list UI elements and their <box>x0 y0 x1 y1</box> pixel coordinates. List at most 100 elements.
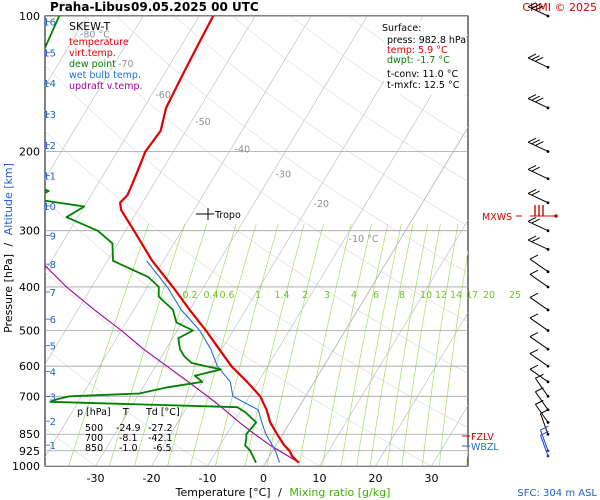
isotherm-line <box>151 16 424 466</box>
temperature-tick-label: -30 <box>87 472 105 485</box>
isotherm-line <box>45 16 312 458</box>
wind-barb-feather <box>529 364 539 370</box>
wind-barb-staff <box>540 429 549 451</box>
mixing-ratio-label: 20 <box>483 290 495 301</box>
wind-barb-feather <box>540 425 549 431</box>
mixing-ratio-line <box>356 224 402 466</box>
wind-barb-point <box>546 285 550 289</box>
isotherm-label: -70 <box>118 59 134 70</box>
isotherm-label: -30 <box>276 169 292 180</box>
wind-barb-point <box>546 229 550 233</box>
wind-barb <box>527 188 550 205</box>
surface-temp: temp: 5.9 °C <box>387 45 448 56</box>
sounding-series <box>45 16 300 464</box>
isotherm-line <box>95 16 368 466</box>
wind-barb-staff <box>529 317 549 331</box>
wind-barb-feather <box>535 141 544 146</box>
temperature-tick-label: 0 <box>260 472 267 485</box>
altitude-tick-label: 3 <box>50 393 56 404</box>
legend-virt-temp: virt.temp. <box>69 48 116 59</box>
mixing-ratio-label: 17 <box>466 290 478 301</box>
wind-barb <box>527 235 550 251</box>
mixing-ratio-labels: 0.2 0.4 0.6 1 1.4 2 3 4 6 8 10 12 14 17 20 25 <box>182 290 521 301</box>
chart-type-label: SKEW-T <box>69 20 111 33</box>
isotherm-line <box>263 126 468 466</box>
wind-barb-staff <box>540 435 549 457</box>
credit-text: CHMI © 2025 <box>522 1 597 14</box>
table-row-td: -27.2 <box>148 423 173 434</box>
series-temperature <box>119 16 300 464</box>
y-axis-separator: / <box>2 242 15 246</box>
x-axis-temperature-label: Temperature [°C] <box>175 486 271 499</box>
pressure-tick-label: 300 <box>19 225 40 238</box>
wind-barb-staff <box>540 413 549 435</box>
mixing-ratio-line <box>466 445 468 466</box>
legend-dew-point: dew point <box>69 59 116 70</box>
wind-barb-staff <box>527 192 549 204</box>
table-row-p: 700 <box>85 433 103 444</box>
pressure-tick-label: 700 <box>19 390 40 403</box>
altitude-tick-label: 6 <box>50 315 56 326</box>
wind-barb-feather <box>531 55 540 61</box>
wind-barb-point <box>546 150 550 153</box>
isotherm-labels: -80 °C -70 -60 -50 -40 -30 -20 -10 °C <box>80 30 379 245</box>
wind-barb-feather <box>527 2 537 8</box>
tropo-label: Tropo <box>214 210 241 221</box>
wind-barb <box>540 425 550 453</box>
wind-barb-feather <box>535 399 544 405</box>
wbzl-label: WBZL <box>471 442 499 453</box>
wind-barb-staff <box>527 98 549 109</box>
wind-barb-feather <box>535 373 544 379</box>
pressure-tick-label: 925 <box>19 445 40 458</box>
wind-barb <box>527 2 550 18</box>
table-header-td: Td [°C] <box>145 407 180 418</box>
surface-dwpt: dwpt: -1.7 °C <box>387 55 450 66</box>
table-row-td: -42.1 <box>148 433 173 444</box>
wind-barb-feather <box>527 137 537 143</box>
altitude-tick-label: 4 <box>50 367 56 378</box>
mixing-ratio-label: 8 <box>399 290 405 301</box>
wind-barb <box>529 292 550 312</box>
wind-barb-point <box>546 270 550 274</box>
mixing-ratio-label: 0.2 <box>182 290 197 301</box>
wind-barb-point <box>546 329 550 332</box>
mixing-ratio-line <box>167 223 237 466</box>
altitude-tick-label: 14 <box>43 79 56 90</box>
wind-barb-feather <box>529 292 539 298</box>
table-row-t: -1.0 <box>119 443 138 454</box>
altitude-tick-label: 12 <box>43 141 56 152</box>
wind-barb-feather <box>529 349 539 354</box>
surface-info: Surface: press: 982.8 hPa temp: 5.9 °C d… <box>382 21 466 95</box>
wind-barb-point <box>546 177 550 181</box>
wind-barb-point <box>546 454 550 458</box>
wind-barb-feather <box>527 188 537 194</box>
altitude-tick-label: 13 <box>43 110 56 121</box>
dry-adiabat <box>173 16 468 227</box>
temperature-tick-label: -10 <box>199 472 217 485</box>
wind-barb-feather <box>535 97 544 103</box>
mixing-ratio-label: 0.6 <box>219 290 234 301</box>
mixing-ratio-line <box>369 224 414 466</box>
mxws-label: MXWS <box>482 212 512 223</box>
wind-barb-feather <box>527 216 537 222</box>
table-row-t: -8.1 <box>119 433 138 444</box>
pressure-tick-label: 500 <box>19 325 40 338</box>
pressure-tick-label: 850 <box>19 428 40 441</box>
legend-temperature: temperature <box>69 37 129 48</box>
wind-barb <box>527 53 550 69</box>
wind-barb-point <box>546 364 550 368</box>
mixing-ratio-line <box>244 224 305 466</box>
mixing-ratio-line <box>190 224 257 466</box>
y-axis-title: Pressure [hPa] / Altitude [km] <box>2 163 15 333</box>
isotherm-line <box>375 312 468 466</box>
isobar-lines <box>45 16 468 466</box>
wind-barb-staff <box>529 273 549 288</box>
surface-tmxfc: t-mxfc: 12.5 °C <box>387 80 460 91</box>
wind-barb-staff <box>529 353 549 367</box>
wind-barb-point <box>546 14 550 18</box>
wind-barb-feather <box>531 218 540 224</box>
wind-barb-staff <box>527 57 549 68</box>
mixing-ratio-label: 4 <box>351 290 357 301</box>
wind-barbs <box>527 2 550 458</box>
